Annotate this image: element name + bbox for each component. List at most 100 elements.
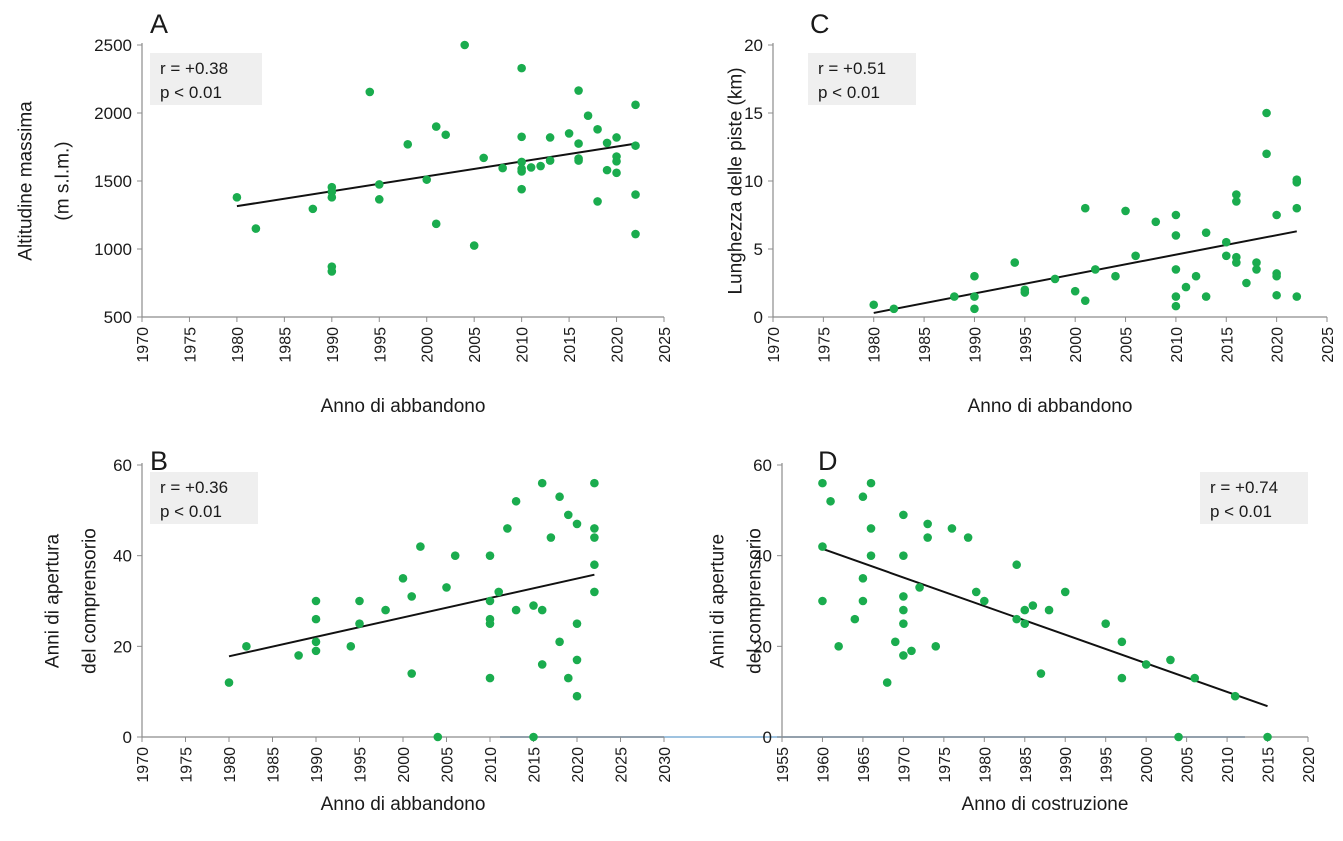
x-tick-label: 2015: [1219, 327, 1236, 363]
data-point: [374, 195, 384, 204]
x-axis-label: Anno di abbandono: [968, 396, 1133, 417]
data-point: [485, 619, 495, 628]
data-point: [1174, 732, 1183, 742]
data-point: [545, 156, 555, 165]
panel-letter: C: [810, 9, 830, 39]
data-point: [398, 574, 408, 583]
data-point: [1252, 258, 1261, 267]
data-point: [1171, 210, 1181, 220]
data-point: [308, 204, 318, 214]
data-point: [907, 646, 916, 656]
panel-C: 0 5 10 15 20 1970 1975 1980 1985 1990 1995 2000 2005…: [726, 9, 1337, 417]
data-point: [947, 524, 957, 533]
data-point: [431, 122, 441, 131]
y-axis-label: del comprensorio: [745, 528, 766, 674]
x-tick-label: 2000: [1068, 327, 1085, 363]
x-tick-label: 2010: [1169, 327, 1186, 363]
x-tick-label: 1990: [309, 747, 326, 783]
y-tick-label: 1500: [94, 172, 132, 191]
data-point: [1141, 660, 1151, 669]
x-tick-label: 1980: [867, 327, 884, 363]
x-tick-label: 2020: [610, 327, 627, 363]
y-axis-label: Lunghezza delle piste (km): [726, 67, 747, 294]
panel-letter: D: [818, 446, 838, 476]
data-point: [590, 533, 599, 542]
data-point: [866, 551, 876, 560]
data-point: [1131, 251, 1140, 261]
y-tick-label: 20: [753, 637, 772, 656]
data-point: [1070, 286, 1080, 296]
data-point: [1181, 282, 1191, 292]
x-tick-label: 1955: [775, 747, 792, 783]
x-tick-label: 1965: [856, 747, 873, 783]
y-tick-label: 1000: [94, 240, 132, 259]
data-point: [1028, 601, 1038, 610]
data-point: [517, 63, 526, 73]
data-point: [1232, 197, 1241, 206]
data-point: [572, 691, 582, 701]
x-tick-label: 2005: [467, 327, 484, 363]
data-point: [374, 180, 384, 189]
data-point: [1272, 210, 1281, 220]
data-point: [899, 651, 908, 660]
data-point: [590, 587, 599, 597]
x-tick-label: 1970: [896, 747, 913, 783]
data-point: [1080, 203, 1090, 213]
data-point: [1012, 560, 1021, 570]
y-axis-label: Anni di aperture: [708, 534, 729, 668]
data-point: [1292, 178, 1302, 187]
data-point: [612, 168, 621, 178]
data-point: [818, 596, 827, 606]
x-tick-label: 2005: [440, 747, 457, 783]
y-tick-label: 2500: [94, 36, 132, 55]
data-point: [546, 533, 556, 542]
data-point: [593, 197, 602, 206]
data-point: [327, 267, 337, 276]
data-point: [1091, 265, 1100, 274]
data-point: [529, 732, 538, 742]
data-point: [826, 496, 835, 506]
data-point: [631, 229, 640, 239]
data-point: [311, 637, 321, 647]
x-tick-label: 1970: [766, 327, 783, 363]
stats-box: [808, 53, 916, 105]
y-axis-label: (m s.l.m.): [53, 141, 74, 220]
data-point: [574, 156, 583, 165]
x-tick-label: 2025: [657, 327, 674, 363]
x-tick-label: 2015: [1261, 747, 1278, 783]
data-point: [1232, 190, 1241, 199]
x-tick-label: 2010: [1220, 747, 1237, 783]
data-point: [511, 605, 521, 615]
data-point: [602, 165, 612, 175]
x-tick-label: 1985: [266, 747, 283, 783]
trend-line: [236, 142, 636, 208]
y-tick-label: 60: [753, 456, 772, 475]
data-point: [899, 592, 908, 601]
data-point: [526, 163, 536, 172]
data-point: [327, 193, 337, 202]
data-point: [858, 596, 868, 606]
data-point: [631, 141, 640, 150]
data-point: [1190, 673, 1200, 683]
data-point: [612, 133, 621, 142]
data-point: [355, 596, 364, 606]
x-tick-label: 1995: [1099, 747, 1116, 783]
y-tick-label: 10: [744, 172, 763, 191]
data-point: [511, 496, 521, 506]
data-point: [503, 524, 512, 533]
data-point: [517, 184, 526, 194]
x-tick-label: 1960: [815, 747, 832, 783]
x-tick-label: 1970: [135, 747, 152, 783]
x-tick-label: 1975: [182, 327, 199, 363]
stats-text: p < 0.01: [818, 83, 880, 102]
data-point: [469, 241, 479, 250]
data-point: [1263, 732, 1272, 742]
data-point: [537, 478, 547, 488]
data-point: [498, 163, 507, 173]
stats-text: p < 0.01: [160, 83, 222, 102]
y-tick-label: 40: [753, 547, 772, 566]
x-tick-label: 1980: [222, 747, 239, 783]
x-tick-label: 1990: [1058, 747, 1075, 783]
data-point: [1262, 108, 1271, 118]
data-point: [1020, 619, 1030, 628]
